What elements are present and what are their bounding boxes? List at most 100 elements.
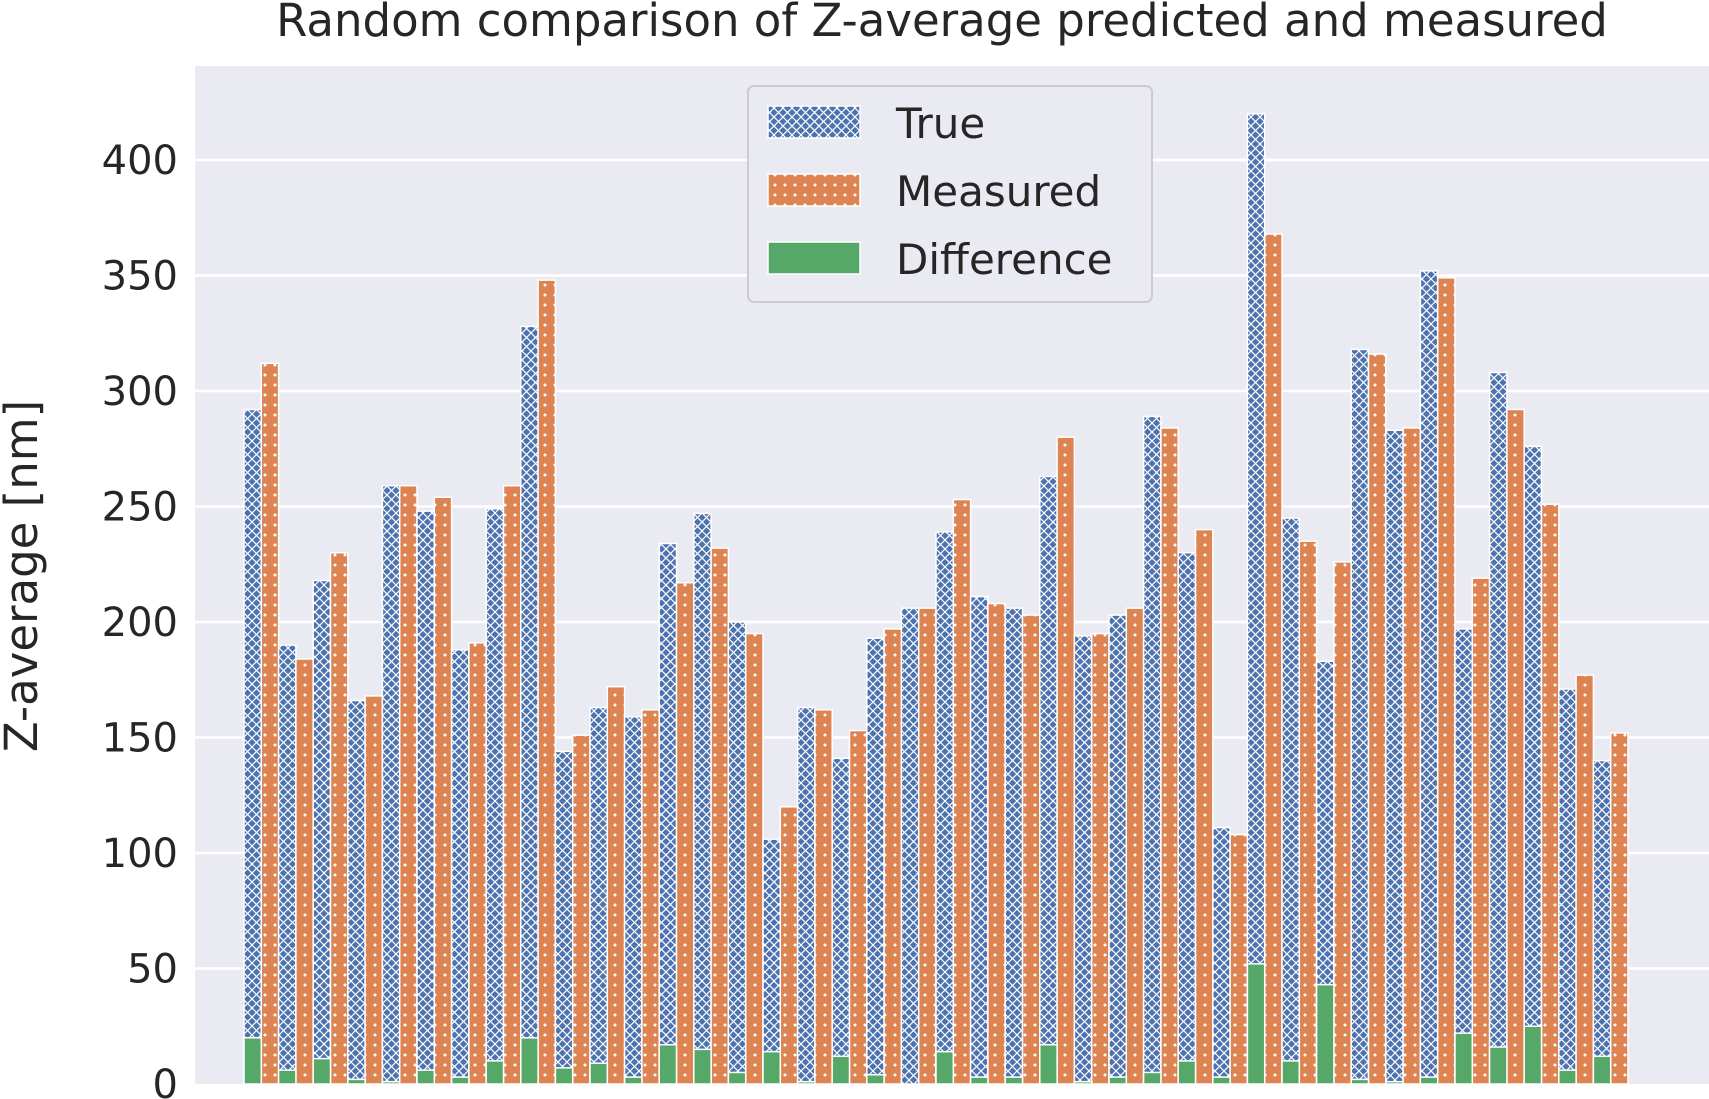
bar-true-21 [935, 531, 955, 1085]
bar-measured-9 [537, 279, 557, 1085]
y-tick-label-400: 400 [102, 138, 178, 184]
bar-measured-6 [433, 496, 453, 1085]
bar-measured-5 [398, 484, 418, 1085]
legend-label-measured: Measured [896, 167, 1101, 216]
bar-measured-25 [1090, 632, 1110, 1085]
bar-measured-16 [779, 806, 799, 1085]
legend-swatch-measured [767, 173, 861, 207]
bar-true-4 [347, 699, 366, 1085]
bar-difference-24 [1039, 1043, 1058, 1085]
bar-true-14 [693, 512, 712, 1085]
bar-difference-7 [450, 1076, 470, 1085]
bar-difference-12 [623, 1076, 643, 1085]
bar-difference-1 [243, 1037, 263, 1085]
bar-true-7 [450, 648, 470, 1085]
y-axis-label: Z-average [nm] [0, 400, 48, 752]
bar-difference-34 [1385, 1080, 1404, 1085]
y-tick-label-200: 200 [102, 600, 178, 646]
bar-difference-32 [1315, 983, 1335, 1085]
bar-true-27 [1142, 415, 1162, 1085]
bar-difference-28 [1177, 1060, 1197, 1085]
bar-measured-33 [1367, 353, 1387, 1085]
bar-difference-13 [658, 1043, 678, 1085]
bar-true-6 [416, 510, 436, 1085]
bar-measured-30 [1263, 233, 1283, 1085]
legend: True Measured Difference [747, 85, 1153, 303]
y-tick-label-250: 250 [102, 485, 178, 531]
bar-difference-35 [1419, 1076, 1439, 1085]
bar-true-35 [1419, 270, 1439, 1085]
bar-difference-21 [935, 1050, 955, 1085]
bar-measured-28 [1194, 528, 1214, 1085]
bar-measured-8 [502, 484, 522, 1085]
bar-true-18 [831, 757, 851, 1085]
bar-measured-4 [364, 695, 384, 1085]
bars-layer [243, 113, 1629, 1085]
bar-true-24 [1039, 475, 1058, 1085]
bar-true-5 [381, 484, 401, 1085]
legend-swatch-true [767, 105, 861, 139]
y-tick-label-300: 300 [102, 369, 178, 415]
bar-measured-34 [1402, 427, 1422, 1085]
bar-difference-36 [1454, 1032, 1474, 1085]
bar-true-20 [900, 607, 920, 1085]
bar-measured-29 [1229, 833, 1249, 1085]
bar-true-33 [1350, 348, 1370, 1085]
bar-difference-25 [1073, 1080, 1093, 1085]
y-tick-label-350: 350 [102, 254, 178, 300]
y-tick-label-50: 50 [127, 947, 178, 993]
bar-difference-6 [416, 1069, 436, 1085]
bar-true-36 [1454, 628, 1474, 1085]
bar-measured-36 [1471, 577, 1491, 1085]
y-tick-label-150: 150 [102, 716, 178, 762]
bar-true-31 [1281, 517, 1301, 1085]
bar-measured-32 [1333, 561, 1352, 1085]
bar-measured-13 [675, 581, 695, 1085]
bar-true-16 [762, 838, 782, 1085]
bar-measured-23 [1021, 614, 1041, 1085]
bar-difference-38 [1523, 1025, 1543, 1085]
bar-true-23 [1004, 607, 1024, 1085]
bar-true-1 [243, 408, 263, 1085]
bar-difference-23 [1004, 1076, 1024, 1085]
bar-measured-1 [260, 362, 280, 1085]
bar-true-11 [589, 706, 609, 1085]
bar-measured-19 [883, 628, 903, 1085]
bar-true-22 [969, 595, 989, 1085]
bar-difference-5 [381, 1080, 401, 1085]
bar-measured-2 [295, 658, 314, 1085]
bar-difference-16 [762, 1050, 782, 1085]
bar-true-39 [1558, 688, 1577, 1085]
bar-measured-40 [1609, 732, 1629, 1085]
bar-difference-27 [1142, 1071, 1162, 1085]
bar-difference-11 [589, 1062, 609, 1085]
bar-true-34 [1385, 429, 1404, 1085]
legend-label-difference: Difference [896, 235, 1113, 284]
bar-measured-10 [571, 734, 591, 1085]
bar-difference-15 [727, 1071, 747, 1085]
y-tick-labels: 0 50 100 150 200 250 300 350 400 [102, 138, 178, 1099]
bar-measured-3 [329, 551, 349, 1085]
bar-true-19 [866, 637, 885, 1085]
bar-difference-2 [277, 1069, 297, 1085]
legend-swatch-difference [767, 241, 861, 275]
bar-measured-37 [1506, 408, 1525, 1085]
bar-true-25 [1073, 635, 1093, 1085]
bar-difference-39 [1558, 1069, 1577, 1085]
y-tick-label-0: 0 [153, 1062, 178, 1099]
bar-true-17 [796, 706, 816, 1085]
bar-difference-17 [796, 1080, 816, 1085]
legend-label-true: True [895, 99, 985, 148]
bar-measured-20 [917, 607, 937, 1085]
bar-difference-18 [831, 1055, 851, 1085]
bar-true-9 [520, 325, 539, 1085]
bar-measured-24 [1056, 436, 1076, 1085]
y-tick-label-100: 100 [102, 831, 178, 877]
bar-difference-14 [693, 1048, 712, 1085]
bar-measured-14 [710, 547, 730, 1085]
bar-measured-7 [468, 642, 487, 1085]
bar-true-26 [1108, 614, 1128, 1085]
bar-difference-22 [969, 1076, 989, 1085]
bar-difference-8 [485, 1060, 505, 1085]
